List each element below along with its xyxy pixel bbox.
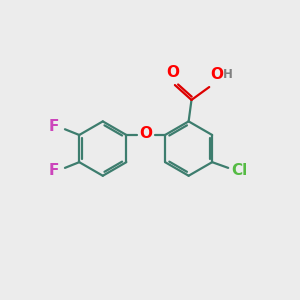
Text: F: F [49, 119, 59, 134]
Text: H: H [223, 68, 233, 81]
Text: O: O [139, 126, 152, 141]
Text: O: O [167, 65, 180, 80]
Text: F: F [49, 163, 59, 178]
Text: O: O [211, 67, 224, 82]
Text: Cl: Cl [232, 163, 248, 178]
